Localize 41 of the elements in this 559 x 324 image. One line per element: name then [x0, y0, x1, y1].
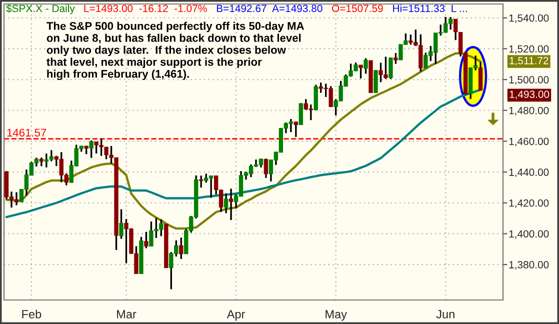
y-tick-label: 1,440.00: [509, 168, 549, 178]
annotation: B=1492.67 A=1493.80: [216, 4, 322, 12]
candlestick: [374, 69, 378, 94]
x-tick-label: Jun: [436, 310, 454, 318]
y-tick-label: 1,420.00: [509, 199, 549, 208]
candlestick: [119, 208, 124, 240]
candlestick: [224, 192, 228, 214]
candlestick: [364, 57, 368, 75]
x-tick-label: Mar: [117, 310, 136, 318]
chart-title: $SPX.X - Daily: [6, 4, 75, 14]
candlestick: [264, 158, 268, 179]
y-tick-label: 1,540.00: [509, 14, 549, 23]
x-tick-label: Feb: [22, 310, 42, 318]
x-tick-label: May: [326, 310, 347, 321]
candlestick: [298, 102, 303, 126]
y-tick-label: 1,380.00: [509, 261, 549, 270]
candlestick: [358, 64, 363, 80]
y-tick-label: 1,480.00: [509, 106, 549, 116]
text: 1,493.00: [510, 90, 550, 100]
annotation: The S&P 500 bounced perfectly off its 50-day MA on June 8, but has fallen back down to that level only two days later. If the index closes below that level, next major support is the prior high from February (1,461).: [46, 22, 304, 80]
candlestick: [388, 56, 393, 80]
annotation: O=1507.59: [332, 4, 383, 12]
y-tick-label: 1,500.00: [509, 76, 549, 85]
candlestick: [144, 231, 148, 250]
candlestick: [294, 121, 298, 138]
ref-line-label: 1461.57: [7, 128, 46, 137]
x-tick-label: Apr: [226, 310, 246, 321]
candlestick: [228, 188, 234, 221]
chart-subtitle: L=1493.00 -16.12 -1.07%: [84, 4, 207, 12]
y-tick-label: 1,400.00: [509, 230, 549, 239]
candlestick: [199, 174, 204, 188]
candlestick: [394, 52, 398, 65]
text: 1,511.72: [510, 56, 548, 66]
candlestick: [179, 236, 184, 260]
y-tick-label: 1,460.00: [509, 138, 549, 146]
candlestick: [314, 84, 318, 111]
candlestick: [89, 140, 94, 159]
y-tick-label: 1,520.00: [509, 45, 549, 54]
candlestick: [478, 61, 483, 92]
candlestick: [454, 18, 458, 41]
annotation: Hi=1511.33 L ...: [393, 4, 467, 12]
